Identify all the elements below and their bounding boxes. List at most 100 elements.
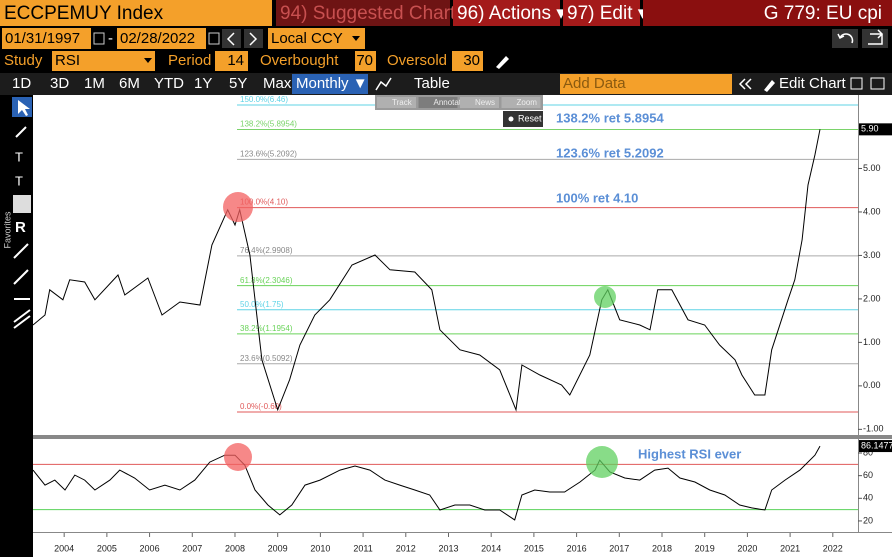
- start-date-box[interactable]: [2, 28, 91, 49]
- pencil-icon[interactable]: [496, 56, 509, 69]
- y-tick-label: 2.00: [863, 293, 881, 303]
- annotation: 100% ret 4.10: [556, 190, 638, 205]
- x-tick-label: 2004: [54, 543, 74, 553]
- annotation: Highest RSI ever: [638, 446, 741, 461]
- favorites-label[interactable]: Favorites: [2, 211, 12, 249]
- overbought-label: Overbought: [260, 52, 339, 69]
- start-date: 01/31/1997: [5, 30, 80, 47]
- tool-label: News: [475, 98, 495, 107]
- prev-button[interactable]: [222, 29, 241, 48]
- y-tick-label: -1.00: [863, 424, 884, 434]
- chart-tools: Track Annotate News Zoom: [377, 97, 541, 108]
- tool-button[interactable]: [418, 97, 458, 108]
- layout-icon[interactable]: [870, 77, 885, 90]
- tool-button[interactable]: [460, 97, 499, 108]
- x-tick-label: 2006: [140, 543, 160, 553]
- tool-icon[interactable]: R: [15, 219, 26, 236]
- annotation: 123.6% ret 5.2092: [556, 145, 664, 160]
- frequency-button[interactable]: [292, 74, 368, 94]
- highlight-circle: [223, 192, 253, 222]
- undo-icon: [837, 33, 854, 44]
- add-data-box[interactable]: [560, 74, 732, 94]
- tool-button[interactable]: [377, 97, 416, 108]
- fib-label: 76.4%(2.9908): [240, 246, 293, 255]
- redo-button[interactable]: [862, 29, 888, 48]
- x-tick-label: 2015: [524, 543, 544, 553]
- reset-label: Reset: [518, 113, 542, 123]
- x-tick-label: 2022: [823, 543, 843, 553]
- edit-button[interactable]: [563, 0, 640, 26]
- oversold-box[interactable]: [452, 51, 483, 71]
- x-tick-label: 2020: [737, 543, 757, 553]
- collapse-icon[interactable]: [738, 78, 752, 90]
- fib-label: 0.0%(-0.60): [240, 402, 282, 411]
- next-button[interactable]: [244, 29, 263, 48]
- highlight-circle: [586, 446, 618, 478]
- tool-button[interactable]: [501, 97, 541, 108]
- actions-button[interactable]: [453, 0, 560, 26]
- ticker-box[interactable]: [0, 0, 272, 26]
- study-box[interactable]: [52, 51, 155, 71]
- period-button[interactable]: 1D: [12, 75, 31, 92]
- overbought-box[interactable]: [355, 51, 376, 71]
- channel-tool[interactable]: [13, 309, 31, 329]
- reset-icon: [508, 116, 514, 122]
- last-value-label: 86.1477: [861, 440, 892, 450]
- y-tick-label: 80: [863, 447, 873, 457]
- period-button[interactable]: 5Y: [229, 75, 247, 92]
- table-button[interactable]: Table: [414, 75, 450, 92]
- fib-label: 100.0%(4.10): [240, 198, 288, 207]
- series-line: [32, 445, 821, 521]
- y-tick-label: 3.00: [863, 250, 881, 260]
- x-tick-label: 2008: [225, 543, 245, 553]
- chart-toolbar: [375, 95, 543, 110]
- period-button[interactable]: 6M: [119, 75, 140, 92]
- period-buttons: 1D 3D 1M 6M YTD 1Y 5Y Max: [12, 75, 292, 92]
- trend-tool[interactable]: [13, 243, 29, 259]
- calendar-icon[interactable]: [93, 32, 105, 45]
- y-axis-line: [858, 95, 859, 532]
- period-button[interactable]: 3D: [50, 75, 69, 92]
- settings-icon[interactable]: [850, 77, 863, 90]
- dropdown-arrow: [352, 36, 360, 41]
- tool-label: Track: [392, 98, 413, 107]
- annotation: 138.2% ret 5.8954: [556, 110, 664, 125]
- draw-icon[interactable]: [15, 126, 27, 138]
- period-button[interactable]: 1Y: [194, 75, 212, 92]
- suggested-button[interactable]: [276, 0, 450, 26]
- x-tick-label: 2016: [567, 543, 587, 553]
- series-line: [32, 129, 821, 412]
- frequency: Monthly ▼: [296, 75, 368, 92]
- last-value-label: 5.90: [861, 124, 879, 134]
- expand-icon: [868, 29, 884, 45]
- period-button[interactable]: 1M: [84, 75, 105, 92]
- fib-label: 38.2%(1.1954): [240, 324, 293, 333]
- x-tick-label: 2017: [609, 543, 629, 553]
- period-box[interactable]: [215, 51, 248, 71]
- currency-box[interactable]: [268, 28, 365, 49]
- fib-label: 50.0%(1.75): [240, 300, 284, 309]
- trend-tool[interactable]: [13, 269, 29, 285]
- x-tick-label: 2013: [438, 543, 458, 553]
- x-tick-label: 2019: [695, 543, 715, 553]
- last-value-box: [859, 440, 892, 453]
- period-button[interactable]: Max: [263, 75, 292, 92]
- x-tick-label: 2021: [780, 543, 800, 553]
- calendar-icon[interactable]: [208, 32, 220, 45]
- pencil-icon: [764, 80, 775, 92]
- edit-chart-button[interactable]: Edit Chart: [779, 75, 847, 92]
- reset-button[interactable]: [503, 111, 543, 127]
- period-button[interactable]: YTD: [154, 75, 184, 92]
- tool-icon[interactable]: T: [15, 149, 23, 164]
- pointer-icon: [18, 100, 30, 116]
- tool-icon[interactable]: T: [15, 173, 23, 188]
- end-date: 02/28/2022: [120, 30, 195, 47]
- fib-label: 138.2%(5.8954): [240, 120, 297, 129]
- text-tool[interactable]: [13, 195, 31, 213]
- add-data: Add Data: [563, 75, 626, 92]
- undo-button[interactable]: [832, 29, 858, 48]
- end-date-box[interactable]: [117, 28, 206, 49]
- line-chart-icon[interactable]: [375, 77, 392, 91]
